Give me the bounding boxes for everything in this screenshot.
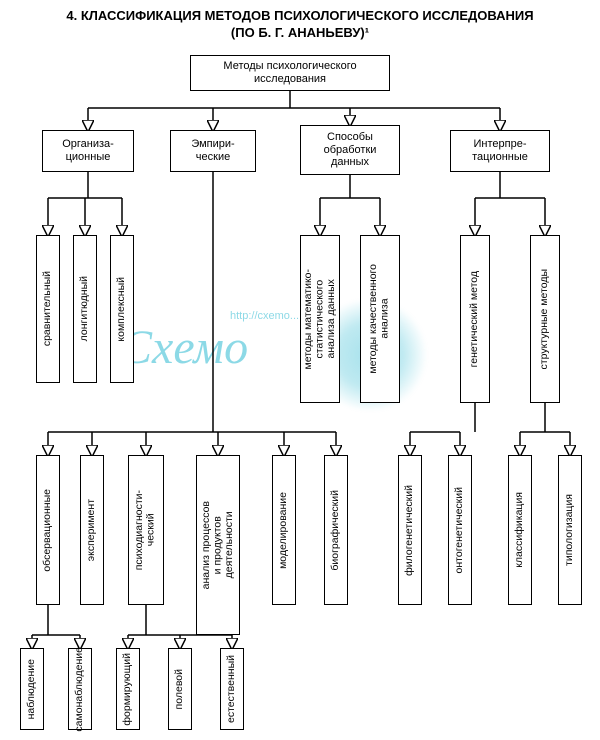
obs-child-1: самонаблюдение <box>68 648 92 730</box>
watermark-link: http://cxemo... <box>230 310 299 322</box>
watermark-text: Схемо <box>120 320 248 375</box>
level2-int: Интерпре- тационные <box>450 130 550 172</box>
level2-proc: Способы обработки данных <box>300 125 400 175</box>
emp-child-1: эксперимент <box>80 455 104 605</box>
title-line1: 4. КЛАССИФИКАЦИЯ МЕТОДОВ ПСИХОЛОГИЧЕСКОГ… <box>66 8 533 23</box>
org-child-2: комплексный <box>110 235 134 383</box>
diagram-title: 4. КЛАССИФИКАЦИЯ МЕТОДОВ ПСИХОЛОГИЧЕСКОГ… <box>0 8 600 42</box>
struct-child-0: классификация <box>508 455 532 605</box>
level2-org: Организа- ционные <box>42 130 134 172</box>
root-node: Методы психологического исследования <box>190 55 390 91</box>
title-line2: (ПО Б. Г. АНАНЬЕВУ)¹ <box>231 25 369 40</box>
diag-child-2: естественный <box>220 648 244 730</box>
emp-child-3: анализ процессов и продуктов деятельност… <box>196 455 240 635</box>
diag-child-1: полевой <box>168 648 192 730</box>
gen-child-0: филогенетический <box>398 455 422 605</box>
level2-emp: Эмпири- ческие <box>170 130 256 172</box>
org-child-1: лонгитюдный <box>73 235 97 383</box>
proc-child-1: методы качественного анализа <box>360 235 400 403</box>
emp-child-5: биографический <box>324 455 348 605</box>
proc-child-0: методы математико- статистического анали… <box>300 235 340 403</box>
emp-child-0: обсервационные <box>36 455 60 605</box>
org-child-0: сравнительный <box>36 235 60 383</box>
gen-child-1: онтогенетический <box>448 455 472 605</box>
struct-child-1: типологизация <box>558 455 582 605</box>
diag-child-0: формирующий <box>116 648 140 730</box>
emp-child-2: психодиагности- ческий <box>128 455 164 605</box>
obs-child-0: наблюдение <box>20 648 44 730</box>
int-child-1: структурные методы <box>530 235 560 403</box>
int-child-0: генетический метод <box>460 235 490 403</box>
emp-child-4: моделирование <box>272 455 296 605</box>
